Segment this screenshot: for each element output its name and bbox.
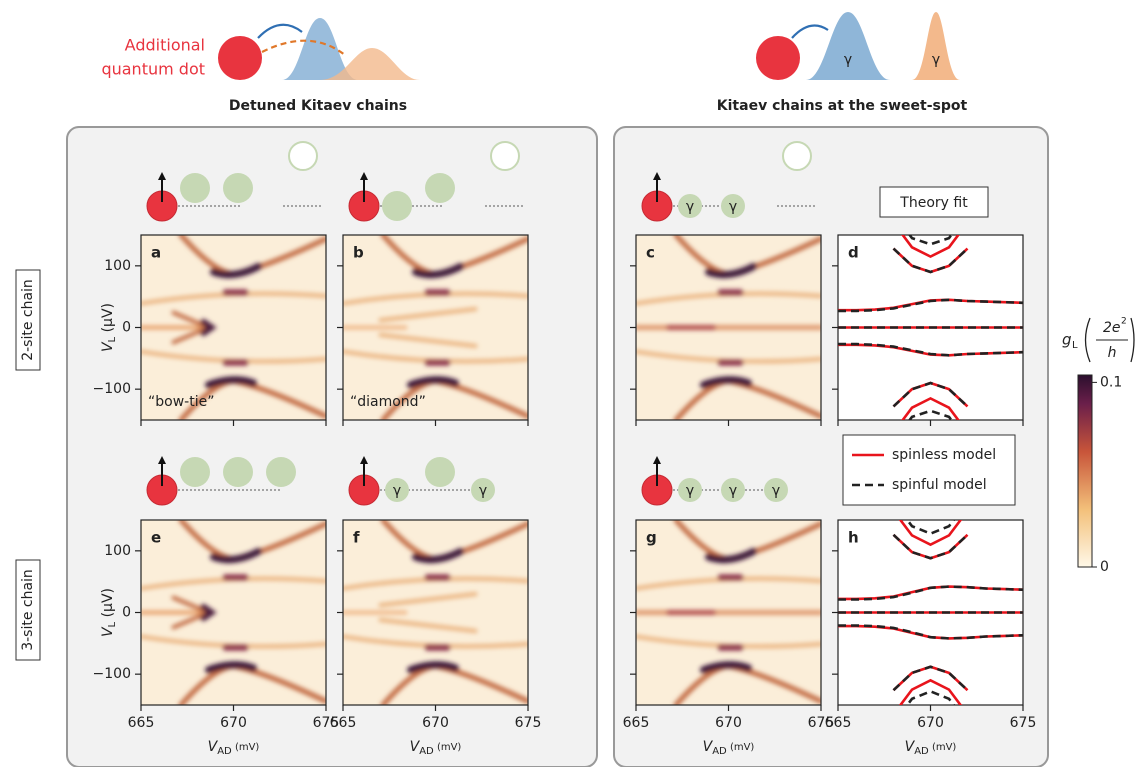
site <box>223 173 253 203</box>
title: Detuned Kitaev chains <box>229 98 407 114</box>
y-axis-label: VL (μV) <box>100 303 118 352</box>
label-part: (mV) <box>727 742 755 753</box>
row-label: 3-site chain <box>20 569 36 651</box>
label-part: (mV) <box>232 742 260 753</box>
site <box>180 173 210 203</box>
gamma: γ <box>729 199 737 215</box>
panel-label: b <box>353 244 364 262</box>
cb-pow: 2 <box>1121 317 1127 327</box>
panel-label: f <box>353 529 360 547</box>
y-axis-label: VL (μV) <box>100 588 118 637</box>
x-tick-label: 675 <box>515 715 542 731</box>
legend <box>843 435 1015 505</box>
site <box>382 191 412 221</box>
label-part: AD <box>712 746 727 757</box>
paren <box>1131 318 1134 362</box>
panel-label: d <box>848 244 859 262</box>
colorbar-tick-label: 0.1 <box>1100 374 1122 390</box>
gamma: γ <box>686 199 694 215</box>
gamma: γ <box>729 483 737 499</box>
x-tick-label: 670 <box>715 715 742 731</box>
cb-num: 2e <box>1103 320 1121 336</box>
x-tick-label: 675 <box>1010 715 1037 731</box>
panel-label: c <box>646 244 655 262</box>
site <box>180 457 210 487</box>
label-part: AD <box>419 746 434 757</box>
x-tick-label: 665 <box>623 715 650 731</box>
x-tick-label: 670 <box>422 715 449 731</box>
figure: Additional quantum dot γ γ Detuned Kitae… <box>0 0 1137 767</box>
label-part: AD <box>217 746 232 757</box>
site <box>425 457 455 487</box>
cb-sub: L <box>1072 340 1078 351</box>
x-tick-label: 670 <box>220 715 247 731</box>
legend-label: spinless model <box>892 447 996 463</box>
x-tick-label: 665 <box>825 715 852 731</box>
gamma: γ <box>772 483 780 499</box>
panel-label: h <box>848 529 859 547</box>
y-tick-label: −100 <box>93 666 131 682</box>
legend-label: spinful model <box>892 477 987 493</box>
x-tick-label: 670 <box>917 715 944 731</box>
gamma: γ <box>844 52 852 68</box>
panel-label: g <box>646 529 657 547</box>
gamma: γ <box>393 483 401 499</box>
theory-title: Theory fit <box>899 195 968 211</box>
panel-label: e <box>151 529 161 547</box>
label-part: (mV) <box>434 742 462 753</box>
y-tick-label: −100 <box>93 381 131 397</box>
label-part: (μV) <box>100 303 116 337</box>
panel-label: a <box>151 244 161 262</box>
cb-symbol: g <box>1062 331 1072 349</box>
x-tick-label: 665 <box>128 715 155 731</box>
row-label: 2-site chain <box>20 279 36 361</box>
colorbar <box>1078 375 1092 567</box>
title: Kitaev chains at the sweet-spot <box>717 98 968 114</box>
colorbar-tick-label: 0 <box>1100 559 1109 575</box>
header-illustration <box>218 12 960 80</box>
gamma: γ <box>479 483 487 499</box>
gamma: γ <box>932 52 940 68</box>
paren <box>1086 318 1091 362</box>
empty-dot <box>783 142 811 170</box>
empty-dot <box>491 142 519 170</box>
cb-den: h <box>1108 345 1117 361</box>
panel-note: “diamond” <box>350 394 426 410</box>
y-tick-label: 0 <box>122 320 131 336</box>
y-tick-label: 100 <box>104 258 131 274</box>
site <box>266 457 296 487</box>
annotation: Additional <box>125 36 205 55</box>
y-tick-label: 100 <box>104 543 131 559</box>
x-tick-label: 665 <box>330 715 357 731</box>
panel-note: “bow-tie” <box>148 394 214 410</box>
site <box>223 457 253 487</box>
label-part: (μV) <box>100 588 116 622</box>
gamma: γ <box>686 483 694 499</box>
empty-dot <box>289 142 317 170</box>
annotation: quantum dot <box>101 60 205 79</box>
label-part: (mV) <box>929 742 957 753</box>
site <box>425 173 455 203</box>
label-part: AD <box>914 746 929 757</box>
y-tick-label: 0 <box>122 605 131 621</box>
